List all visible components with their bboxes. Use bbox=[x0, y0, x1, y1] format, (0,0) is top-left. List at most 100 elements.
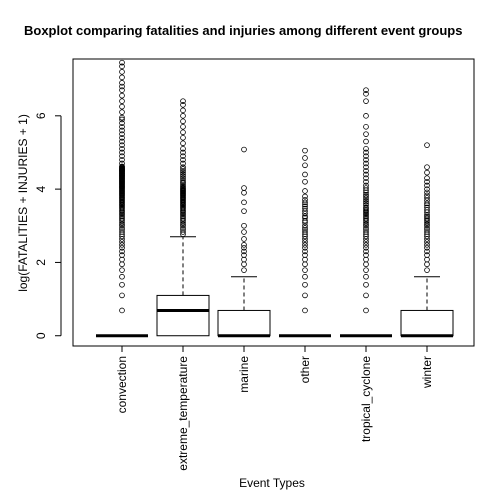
outlier-point bbox=[302, 205, 308, 212]
outlier-point bbox=[363, 216, 369, 222]
outlier-point bbox=[363, 217, 369, 224]
y-tick-label: 4 bbox=[34, 185, 48, 192]
outlier-point bbox=[424, 225, 430, 231]
outlier-point bbox=[424, 256, 430, 263]
outlier-point bbox=[119, 225, 125, 231]
outlier-point bbox=[424, 248, 430, 255]
outlier-point bbox=[363, 256, 369, 263]
outlier-point bbox=[363, 164, 369, 170]
outlier-point bbox=[119, 261, 125, 268]
outlier-point bbox=[180, 227, 186, 233]
outlier-point bbox=[180, 156, 186, 163]
outlier-point bbox=[119, 216, 125, 222]
outlier-point bbox=[180, 175, 186, 181]
outlier-point bbox=[119, 74, 125, 81]
outlier-point bbox=[363, 198, 369, 205]
outlier-point bbox=[302, 242, 308, 248]
outlier-point bbox=[424, 229, 430, 235]
box-winter bbox=[400, 142, 454, 338]
outlier-point bbox=[180, 166, 186, 172]
outlier-point bbox=[180, 216, 186, 222]
x-tick-label: marine bbox=[237, 356, 251, 393]
outlier-point bbox=[241, 252, 247, 258]
outlier-point bbox=[302, 196, 308, 203]
outlier-point bbox=[180, 113, 186, 119]
outlier-point bbox=[363, 193, 369, 199]
outlier-point bbox=[302, 217, 308, 224]
outlier-point bbox=[363, 307, 369, 314]
outlier-point bbox=[119, 149, 125, 156]
outlier-point bbox=[119, 63, 125, 70]
x-axis-label: Event Types bbox=[239, 476, 305, 490]
outlier-point bbox=[363, 200, 369, 207]
x-tick-label: tropical_cyclone bbox=[359, 356, 373, 442]
outlier-point bbox=[302, 199, 308, 206]
outlier-point bbox=[119, 135, 125, 141]
outlier-point bbox=[363, 267, 369, 273]
outlier-point bbox=[302, 233, 308, 240]
outlier-point bbox=[363, 229, 369, 235]
outlier-point bbox=[119, 273, 125, 280]
outlier-point bbox=[119, 120, 125, 126]
outlier-point bbox=[119, 229, 125, 235]
outlier-point bbox=[302, 252, 308, 258]
outlier-point bbox=[363, 153, 369, 159]
outlier-point bbox=[180, 146, 186, 152]
outlier-point bbox=[363, 242, 369, 248]
outlier-point bbox=[424, 261, 430, 268]
y-axis: 0 2 4 6 bbox=[34, 112, 62, 339]
outlier-point bbox=[119, 69, 125, 75]
outlier-point bbox=[119, 59, 125, 66]
outlier-point bbox=[180, 229, 186, 235]
outlier-point bbox=[363, 124, 369, 130]
outlier-point bbox=[363, 91, 369, 97]
outlier-point bbox=[302, 256, 308, 263]
outlier-point bbox=[119, 242, 125, 248]
outlier-point bbox=[119, 248, 125, 255]
outlier-point bbox=[119, 214, 125, 221]
outlier-point bbox=[241, 267, 247, 273]
outlier-point bbox=[302, 231, 308, 238]
outlier-point bbox=[363, 204, 369, 211]
outlier-point bbox=[424, 239, 430, 245]
outlier-point bbox=[302, 147, 308, 154]
outlier-point bbox=[302, 214, 308, 221]
outlier-point bbox=[302, 188, 308, 194]
outlier-point bbox=[180, 225, 186, 231]
outlier-point bbox=[363, 98, 369, 104]
outlier-point bbox=[363, 185, 369, 191]
outlier-point bbox=[119, 83, 125, 90]
outlier-point bbox=[424, 204, 430, 211]
outlier-point bbox=[119, 239, 125, 245]
outlier-point bbox=[363, 167, 369, 174]
outlier-point bbox=[363, 178, 369, 185]
outlier-point bbox=[363, 231, 369, 238]
outlier-point bbox=[119, 231, 125, 238]
chart-title: Boxplot comparing fatalities and injurie… bbox=[24, 23, 462, 38]
outlier-point bbox=[180, 217, 186, 224]
outlier-point bbox=[180, 183, 186, 189]
outlier-point bbox=[119, 307, 125, 314]
outlier-point bbox=[302, 162, 308, 169]
outlier-point bbox=[119, 156, 125, 163]
outlier-point bbox=[119, 160, 125, 167]
outlier-point bbox=[424, 178, 430, 185]
outlier-point bbox=[424, 142, 430, 148]
outlier-point bbox=[119, 292, 125, 299]
outlier-point bbox=[241, 248, 247, 255]
outlier-point bbox=[363, 175, 369, 181]
outlier-point bbox=[180, 214, 186, 221]
outlier-point bbox=[424, 200, 430, 207]
outlier-point bbox=[180, 149, 186, 156]
outlier-point bbox=[180, 135, 186, 141]
outlier-point bbox=[241, 199, 247, 206]
y-tick-label: 0 bbox=[34, 332, 48, 339]
outlier-point bbox=[302, 307, 308, 314]
outlier-point bbox=[119, 281, 125, 288]
x-tick-label: extreme_temperature bbox=[176, 356, 190, 471]
outlier-point bbox=[424, 213, 430, 220]
outlier-point bbox=[363, 227, 369, 233]
outlier-point bbox=[180, 173, 186, 180]
outlier-point bbox=[363, 292, 369, 299]
